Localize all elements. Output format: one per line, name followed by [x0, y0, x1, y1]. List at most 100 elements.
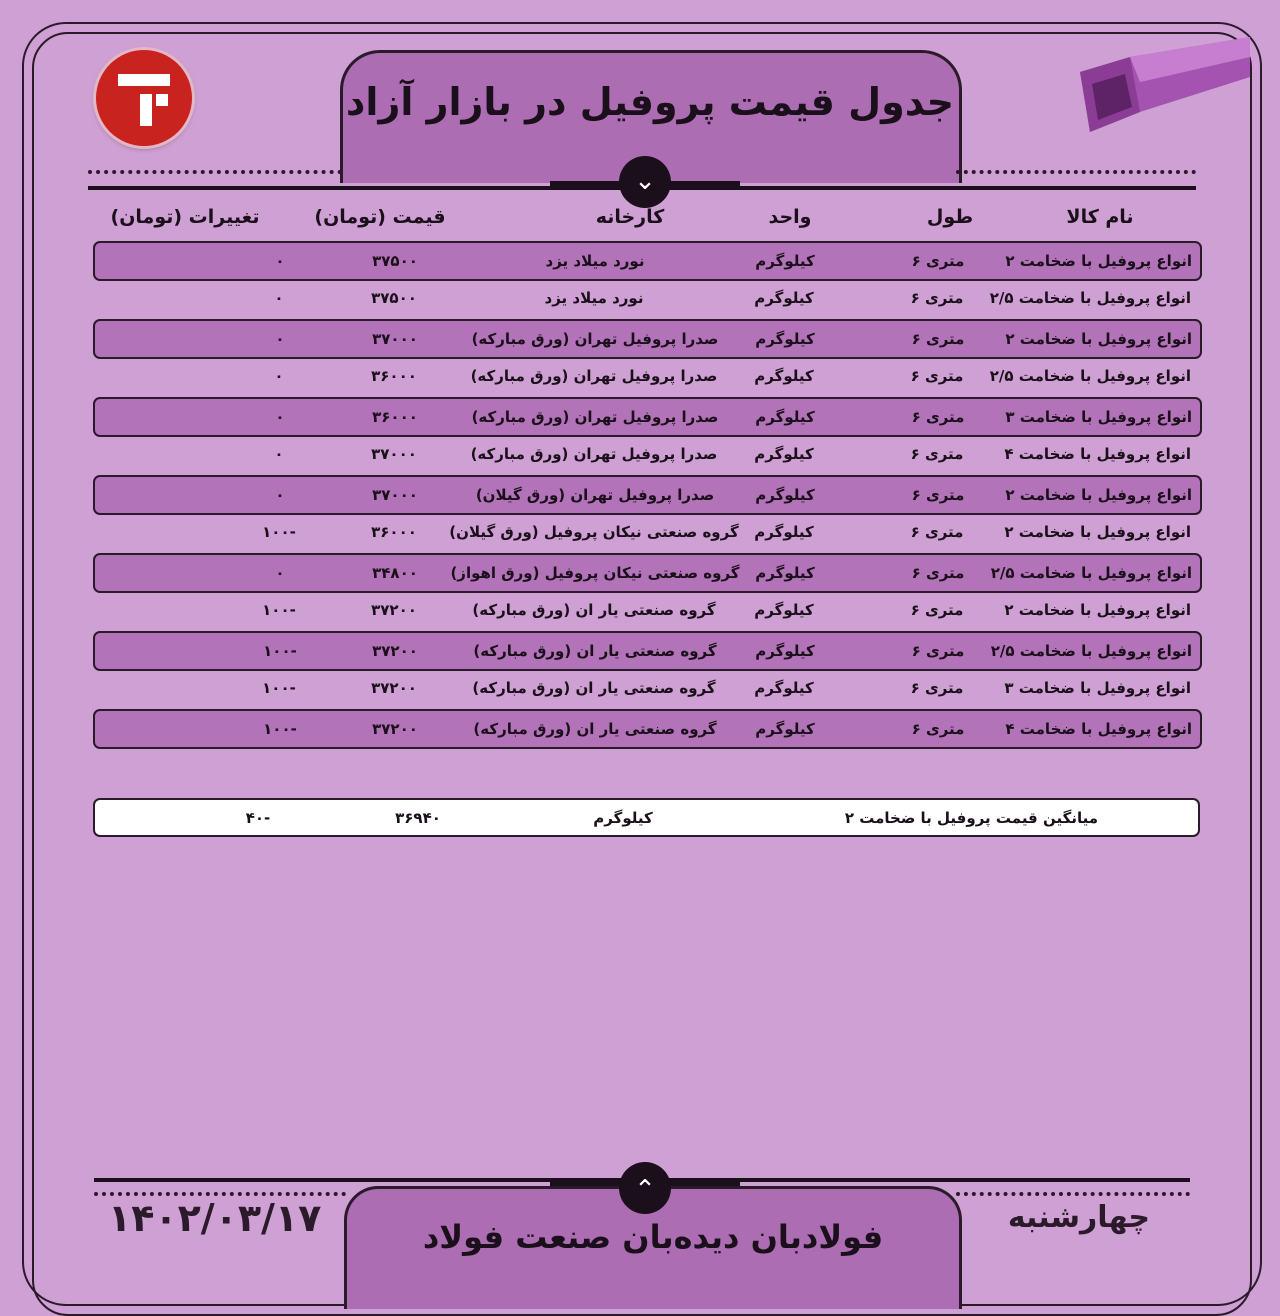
average-change: -۴۰ [245, 809, 271, 827]
table-row: انواع پروفیل با ضخامت ۲/۵ متری ۶ کیلوگرم گر… [93, 553, 1202, 593]
column-header-change: تغییرات (تومان) [110, 206, 260, 228]
length-cell: متری ۶ [910, 445, 964, 463]
change-cell: -۱۰۰ [263, 720, 297, 738]
weekday: چهارشنبه [1007, 1200, 1150, 1235]
change-cell: ۰ [275, 564, 285, 582]
table-row: انواع پروفیل با ضخامت ۴ متری ۶ کیلوگرم صدرا… [94, 436, 1199, 472]
divider [94, 1192, 346, 1196]
price-cell: ۳۶۰۰۰ [372, 408, 418, 426]
length-cell: متری ۶ [911, 330, 965, 348]
column-header-unit: واحد [768, 206, 812, 228]
price-cell: ۳۴۸۰۰ [372, 564, 418, 582]
footer-title: فولادبان دیده‌بان صنعت فولاد [422, 1218, 884, 1256]
product-name-cell: انواع پروفیل با ضخامت ۳ [1005, 408, 1192, 426]
factory-cell: گروه صنعتی یار ان (ورق مبارکه) [472, 679, 716, 697]
change-cell: ۰ [274, 367, 284, 385]
table-row: انواع پروفیل با ضخامت ۲ متری ۶ کیلوگرم گروه… [94, 592, 1199, 628]
unit-cell: کیلوگرم [755, 330, 815, 348]
change-cell: ۰ [275, 330, 285, 348]
length-cell: متری ۶ [910, 601, 964, 619]
length-cell: متری ۶ [911, 720, 965, 738]
change-cell: ۰ [275, 486, 285, 504]
product-name-cell: انواع پروفیل با ضخامت ۲/۵ [989, 367, 1191, 385]
length-cell: متری ۶ [911, 486, 965, 504]
factory-cell: نورد میلاد یزد [544, 289, 644, 307]
product-name-cell: انواع پروفیل با ضخامت ۴ [1005, 720, 1192, 738]
column-header-price: قیمت (تومان) [314, 206, 446, 228]
price-cell: ۳۷۵۰۰ [372, 252, 418, 270]
steel-profile-icon [1080, 37, 1250, 132]
table-row: انواع پروفیل با ضخامت ۲/۵ متری ۶ کیلوگرم صد… [94, 358, 1199, 394]
factory-cell: گروه صنعتی نیکان پروفیل (ورق گیلان) [449, 523, 739, 541]
change-cell: ۰ [275, 252, 285, 270]
price-cell: ۳۷۵۰۰ [371, 289, 417, 307]
price-cell: ۳۷۰۰۰ [372, 330, 418, 348]
factory-cell: نورد میلاد یزد [545, 252, 645, 270]
factory-cell: گروه صنعتی یار ان (ورق مبارکه) [473, 720, 717, 738]
product-name-cell: انواع پروفیل با ضخامت ۲ [1005, 486, 1192, 504]
unit-cell: کیلوگرم [755, 408, 815, 426]
column-header-length: طول [926, 206, 974, 228]
divider [88, 170, 342, 174]
length-cell: متری ۶ [910, 523, 964, 541]
divider [956, 170, 1196, 174]
change-cell: ۰ [274, 289, 284, 307]
table-row: انواع پروفیل با ضخامت ۲ متری ۶ کیلوگرم صدرا… [93, 475, 1202, 515]
change-cell: ۰ [275, 408, 285, 426]
price-cell: ۳۷۲۰۰ [371, 679, 417, 697]
unit-cell: کیلوگرم [754, 289, 814, 307]
change-cell: -۱۰۰ [263, 642, 297, 660]
product-name-cell: انواع پروفیل با ضخامت ۲ [1005, 330, 1192, 348]
product-name-cell: انواع پروفیل با ضخامت ۴ [1004, 445, 1191, 463]
unit-cell: کیلوگرم [755, 720, 815, 738]
table-row: انواع پروفیل با ضخامت ۲ متری ۶ کیلوگرم صدرا… [93, 319, 1202, 359]
product-name-cell: انواع پروفیل با ضخامت ۲/۵ [989, 289, 1191, 307]
product-name-cell: انواع پروفیل با ضخامت ۳ [1004, 679, 1191, 697]
product-name-cell: انواع پروفیل با ضخامت ۲ [1004, 523, 1191, 541]
factory-cell: صدرا پروفیل تهران (ورق گیلان) [475, 486, 715, 504]
unit-cell: کیلوگرم [754, 445, 814, 463]
chevron-up-icon: ⌃ [619, 1162, 671, 1214]
unit-cell: کیلوگرم [755, 642, 815, 660]
price-cell: ۳۷۲۰۰ [371, 601, 417, 619]
average-unit: کیلوگرم [593, 809, 653, 827]
unit-cell: کیلوگرم [754, 679, 814, 697]
factory-cell: صدرا پروفیل تهران (ورق مبارکه) [471, 408, 719, 426]
change-cell: -۱۰۰ [262, 601, 296, 619]
factory-cell: صدرا پروفیل تهران (ورق مبارکه) [470, 445, 718, 463]
factory-cell: صدرا پروفیل تهران (ورق مبارکه) [470, 367, 718, 385]
unit-cell: کیلوگرم [754, 601, 814, 619]
length-cell: متری ۶ [911, 564, 965, 582]
change-cell: ۰ [274, 445, 284, 463]
product-name-cell: انواع پروفیل با ضخامت ۲/۵ [990, 564, 1192, 582]
length-cell: متری ۶ [911, 642, 965, 660]
average-label: میانگین قیمت پروفیل با ضخامت ۲ [844, 809, 1098, 827]
table-row: انواع پروفیل با ضخامت ۴ متری ۶ کیلوگرم گروه… [93, 709, 1202, 749]
average-price: ۳۶۹۴۰ [395, 809, 441, 827]
price-cell: ۳۷۰۰۰ [372, 486, 418, 504]
price-cell: ۳۷۲۰۰ [372, 720, 418, 738]
product-name-cell: انواع پروفیل با ضخامت ۲/۵ [990, 642, 1192, 660]
unit-cell: کیلوگرم [755, 564, 815, 582]
price-cell: ۳۷۰۰۰ [371, 445, 417, 463]
column-header-name: نام کالا [1066, 206, 1134, 228]
factory-cell: گروه صنعتی نیکان پروفیل (ورق اهواز) [450, 564, 740, 582]
unit-cell: کیلوگرم [755, 486, 815, 504]
length-cell: متری ۶ [910, 679, 964, 697]
table-row: انواع پروفیل با ضخامت ۲ متری ۶ کیلوگرم نورد… [93, 241, 1202, 281]
chevron-down-icon: ⌄ [619, 156, 671, 208]
factory-cell: گروه صنعتی یار ان (ورق مبارکه) [473, 642, 717, 660]
change-cell: -۱۰۰ [262, 523, 296, 541]
page-title: جدول قیمت پروفیل در بازار آزاد [345, 80, 955, 124]
average-row: میانگین قیمت پروفیل با ضخامت ۲ کیلوگرم ۳… [93, 798, 1200, 837]
factory-cell: صدرا پروفیل تهران (ورق مبارکه) [471, 330, 719, 348]
change-cell: -۱۰۰ [262, 679, 296, 697]
unit-cell: کیلوگرم [754, 367, 814, 385]
price-cell: ۳۶۰۰۰ [371, 523, 417, 541]
divider [956, 1192, 1190, 1196]
unit-cell: کیلوگرم [755, 252, 815, 270]
date: ۱۴۰۲/۰۳/۱۷ [108, 1196, 322, 1240]
table-row: انواع پروفیل با ضخامت ۲/۵ متری ۶ کیلوگرم گر… [93, 631, 1202, 671]
table-row: انواع پروفیل با ضخامت ۳ متری ۶ کیلوگرم گروه… [94, 670, 1199, 706]
factory-cell: گروه صنعتی یار ان (ورق مبارکه) [472, 601, 716, 619]
